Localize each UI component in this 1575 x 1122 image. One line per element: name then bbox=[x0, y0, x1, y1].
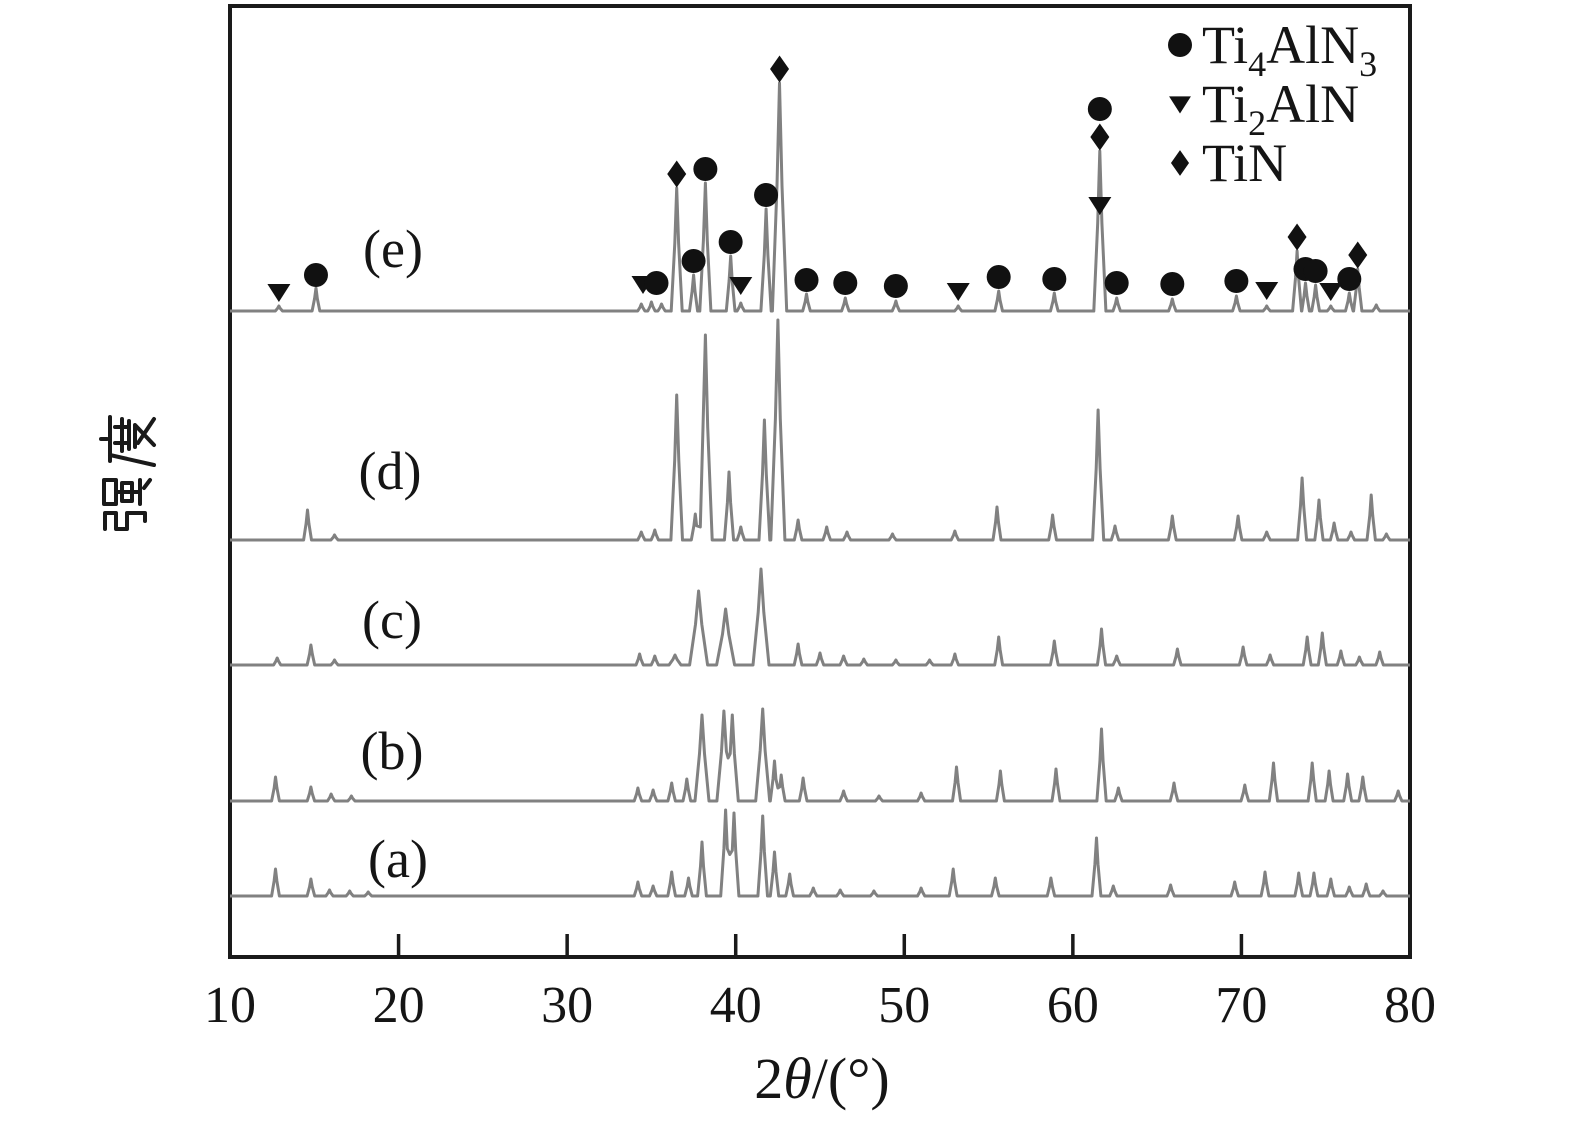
x-tick-label: 60 bbox=[1047, 977, 1099, 1034]
trace-c bbox=[230, 567, 1410, 667]
trace-e bbox=[230, 81, 1410, 313]
circle-marker bbox=[1224, 269, 1249, 293]
legend-circle-icon bbox=[1168, 33, 1192, 57]
glyph-du bbox=[99, 415, 156, 467]
plot-border bbox=[228, 4, 1412, 959]
x-tick-label: 70 bbox=[1215, 977, 1267, 1034]
circle-marker bbox=[1303, 259, 1328, 283]
circle-marker bbox=[1042, 267, 1067, 291]
x-tick-label: 10 bbox=[204, 977, 256, 1034]
diamond-marker bbox=[667, 160, 687, 188]
xrd-traces bbox=[230, 81, 1410, 898]
circle-marker bbox=[718, 230, 743, 254]
circle-marker bbox=[1160, 272, 1185, 296]
circle-marker bbox=[883, 274, 908, 298]
circle-marker bbox=[833, 271, 858, 295]
legend-row: Ti2​AlN bbox=[1169, 74, 1359, 143]
trace-label-e: (e) bbox=[363, 219, 423, 279]
x-tick-label: 80 bbox=[1384, 977, 1436, 1034]
triangle-marker bbox=[729, 277, 753, 295]
phase-markers bbox=[267, 55, 1368, 302]
circle-marker bbox=[1087, 97, 1112, 121]
diamond-marker bbox=[770, 55, 790, 83]
diamond-marker bbox=[1287, 223, 1307, 251]
trace-label-c: (c) bbox=[362, 590, 422, 650]
x-tick-label: 40 bbox=[710, 977, 762, 1034]
plot-frame bbox=[228, 4, 1412, 959]
triangle-marker bbox=[267, 284, 291, 302]
triangle-marker bbox=[946, 283, 970, 301]
glyph-qiang bbox=[102, 478, 152, 531]
y-axis-title-glyphs bbox=[99, 415, 156, 531]
trace-labels: (a) (b) (c) (d) (e) bbox=[359, 219, 428, 889]
trace-a bbox=[230, 808, 1410, 898]
trace-b bbox=[230, 707, 1410, 803]
diamond-marker bbox=[1348, 241, 1368, 269]
x-tick-label: 50 bbox=[878, 977, 930, 1034]
circle-marker bbox=[754, 183, 779, 207]
x-axis-title-text: 2θ/(°) bbox=[754, 1046, 889, 1111]
circle-marker bbox=[986, 265, 1011, 289]
x-axis-title: 2θ/(°) bbox=[754, 1046, 889, 1111]
legend-label: Ti2​AlN bbox=[1202, 74, 1359, 143]
circle-marker bbox=[681, 249, 706, 273]
legend-label: TiN bbox=[1202, 133, 1287, 193]
x-tick-label: 30 bbox=[541, 977, 593, 1034]
trace-label-a: (a) bbox=[368, 829, 428, 889]
y-axis-label: 强度 bbox=[99, 415, 156, 531]
legend-row: TiN bbox=[1170, 133, 1287, 193]
triangle-marker bbox=[1319, 283, 1343, 301]
legend-triangle-icon bbox=[1169, 96, 1191, 114]
triangle-marker bbox=[1088, 197, 1112, 215]
circle-marker bbox=[644, 271, 669, 295]
trace-label-d: (d) bbox=[359, 441, 422, 501]
x-tick-label: 20 bbox=[373, 977, 425, 1034]
x-axis: 10 20 30 40 50 60 70 80 bbox=[204, 934, 1436, 1034]
trace-d bbox=[230, 318, 1410, 542]
circle-marker bbox=[693, 157, 718, 181]
diamond-marker bbox=[1090, 123, 1110, 151]
circle-marker bbox=[303, 263, 328, 287]
circle-marker bbox=[1337, 267, 1362, 291]
legend-diamond-icon bbox=[1170, 150, 1190, 176]
triangle-marker bbox=[1255, 282, 1279, 300]
legend-label: Ti4​AlN3​ bbox=[1202, 15, 1377, 84]
circle-marker bbox=[794, 268, 819, 292]
trace-label-b: (b) bbox=[361, 721, 424, 781]
legend-row: Ti4​AlN3​ bbox=[1168, 15, 1377, 84]
circle-marker bbox=[1104, 271, 1129, 295]
